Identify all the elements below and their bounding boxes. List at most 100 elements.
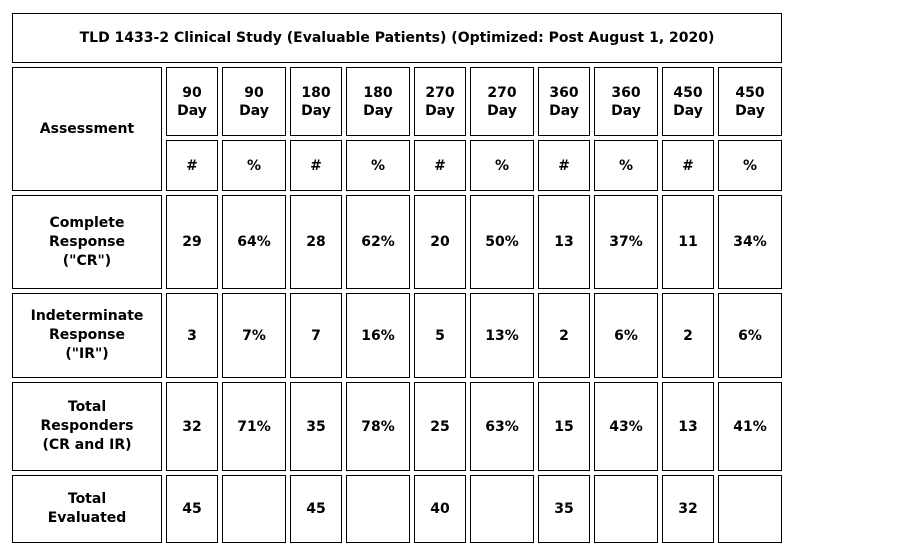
day-header-line: 90	[182, 84, 202, 101]
data-cell: 11	[662, 195, 714, 289]
day-header-line: Day	[177, 102, 207, 119]
table-title: TLD 1433-2 Clinical Study (Evaluable Pat…	[12, 13, 782, 63]
data-cell: 63%	[470, 382, 534, 471]
metric-header: %	[346, 140, 410, 191]
row-label-line: Total	[67, 399, 107, 415]
data-cell: 50%	[470, 195, 534, 289]
metric-header: #	[538, 140, 590, 191]
day-header-line: 360	[549, 84, 579, 101]
day-header-90-pct: 90 Day	[222, 67, 286, 136]
day-header-90-num: 90 Day	[166, 67, 218, 136]
data-cell: 32	[166, 382, 218, 471]
metric-header: #	[290, 140, 342, 191]
data-cell: 35	[290, 382, 342, 471]
metric-header: %	[718, 140, 782, 191]
day-header-line: 450	[735, 84, 765, 101]
row-label-line: Complete	[49, 214, 125, 231]
data-cell: 7%	[222, 293, 286, 378]
day-header-line: 180	[301, 84, 331, 101]
data-cell: 6%	[594, 293, 658, 378]
data-cell: 43%	[594, 382, 658, 471]
table-row-total-responders: Total Responders (CR and IR) 32 71% 35 7…	[12, 382, 782, 471]
table-row-indeterminate-response: Indeterminate Response ("IR") 3 7% 7 16%…	[12, 293, 782, 378]
day-header-270-num: 270 Day	[414, 67, 466, 136]
data-cell: 5	[414, 293, 466, 378]
row-label-line: ("IR")	[65, 346, 109, 362]
day-header-450-num: 450 Day	[662, 67, 714, 136]
data-cell: 71%	[222, 382, 286, 471]
day-header-180-pct: 180 Day	[346, 67, 410, 136]
day-header-line: Day	[239, 102, 269, 119]
row-label: Complete Response ("CR")	[12, 195, 162, 289]
metric-header: %	[594, 140, 658, 191]
data-cell: 35	[538, 475, 590, 543]
day-header-line: 450	[673, 84, 703, 101]
metric-header: #	[662, 140, 714, 191]
day-header-line: Day	[487, 102, 517, 119]
metric-header: #	[166, 140, 218, 191]
data-cell: 2	[662, 293, 714, 378]
metric-header-row: # % # % # % # % # %	[12, 140, 782, 191]
day-header-line: Day	[301, 102, 331, 119]
data-cell: 62%	[346, 195, 410, 289]
data-cell: 78%	[346, 382, 410, 471]
row-label: Total Evaluated	[12, 475, 162, 543]
data-cell: 28	[290, 195, 342, 289]
day-header-row: Assessment 90 Day 90 Day 180 Day 180 Day…	[12, 67, 782, 191]
data-cell: 29	[166, 195, 218, 289]
day-header-line: Day	[363, 102, 393, 119]
title-row: TLD 1433-2 Clinical Study (Evaluable Pat…	[12, 13, 782, 63]
day-header-360-num: 360 Day	[538, 67, 590, 136]
day-header-line: Day	[735, 102, 765, 119]
day-header-line: Day	[611, 102, 641, 119]
data-cell: 25	[414, 382, 466, 471]
day-header-line: 90	[244, 84, 264, 101]
row-label-line: Response	[48, 233, 126, 250]
data-cell	[222, 475, 286, 543]
day-header-450-pct: 450 Day	[718, 67, 782, 136]
data-cell: 34%	[718, 195, 782, 289]
row-label-line: Total	[67, 491, 107, 507]
data-cell: 15	[538, 382, 590, 471]
data-cell: 13	[662, 382, 714, 471]
data-cell: 20	[414, 195, 466, 289]
data-cell: 13	[538, 195, 590, 289]
day-header-180-num: 180 Day	[290, 67, 342, 136]
row-label-line: (CR and IR)	[42, 437, 132, 453]
data-cell: 3	[166, 293, 218, 378]
data-cell: 45	[166, 475, 218, 543]
metric-header: %	[470, 140, 534, 191]
data-cell: 41%	[718, 382, 782, 471]
data-cell: 7	[290, 293, 342, 378]
metric-header: #	[414, 140, 466, 191]
table-row-complete-response: Complete Response ("CR") 29 64% 28 62% 2…	[12, 195, 782, 289]
assessment-header: Assessment	[12, 67, 162, 191]
data-cell	[470, 475, 534, 543]
day-header-line: Day	[549, 102, 579, 119]
data-cell: 16%	[346, 293, 410, 378]
data-cell	[718, 475, 782, 543]
day-header-line: 180	[363, 84, 393, 101]
row-label-line: Indeterminate	[30, 308, 144, 324]
data-cell: 64%	[222, 195, 286, 289]
data-cell: 32	[662, 475, 714, 543]
day-header-line: 270	[425, 84, 455, 101]
table-row-total-evaluated: Total Evaluated 45 45 40 35 32	[12, 475, 782, 543]
data-cell: 13%	[470, 293, 534, 378]
data-cell: 40	[414, 475, 466, 543]
data-cell: 6%	[718, 293, 782, 378]
row-label-line: Evaluated	[47, 510, 127, 526]
row-label-line: Responders	[40, 418, 134, 434]
row-label-line: ("CR")	[62, 252, 112, 269]
row-label-line: Response	[48, 327, 126, 343]
day-header-line: Day	[673, 102, 703, 119]
day-header-line: Day	[425, 102, 455, 119]
data-cell	[594, 475, 658, 543]
clinical-study-table: TLD 1433-2 Clinical Study (Evaluable Pat…	[8, 9, 786, 547]
row-label: Total Responders (CR and IR)	[12, 382, 162, 471]
data-cell: 45	[290, 475, 342, 543]
data-cell	[346, 475, 410, 543]
day-header-270-pct: 270 Day	[470, 67, 534, 136]
day-header-line: 360	[611, 84, 641, 101]
